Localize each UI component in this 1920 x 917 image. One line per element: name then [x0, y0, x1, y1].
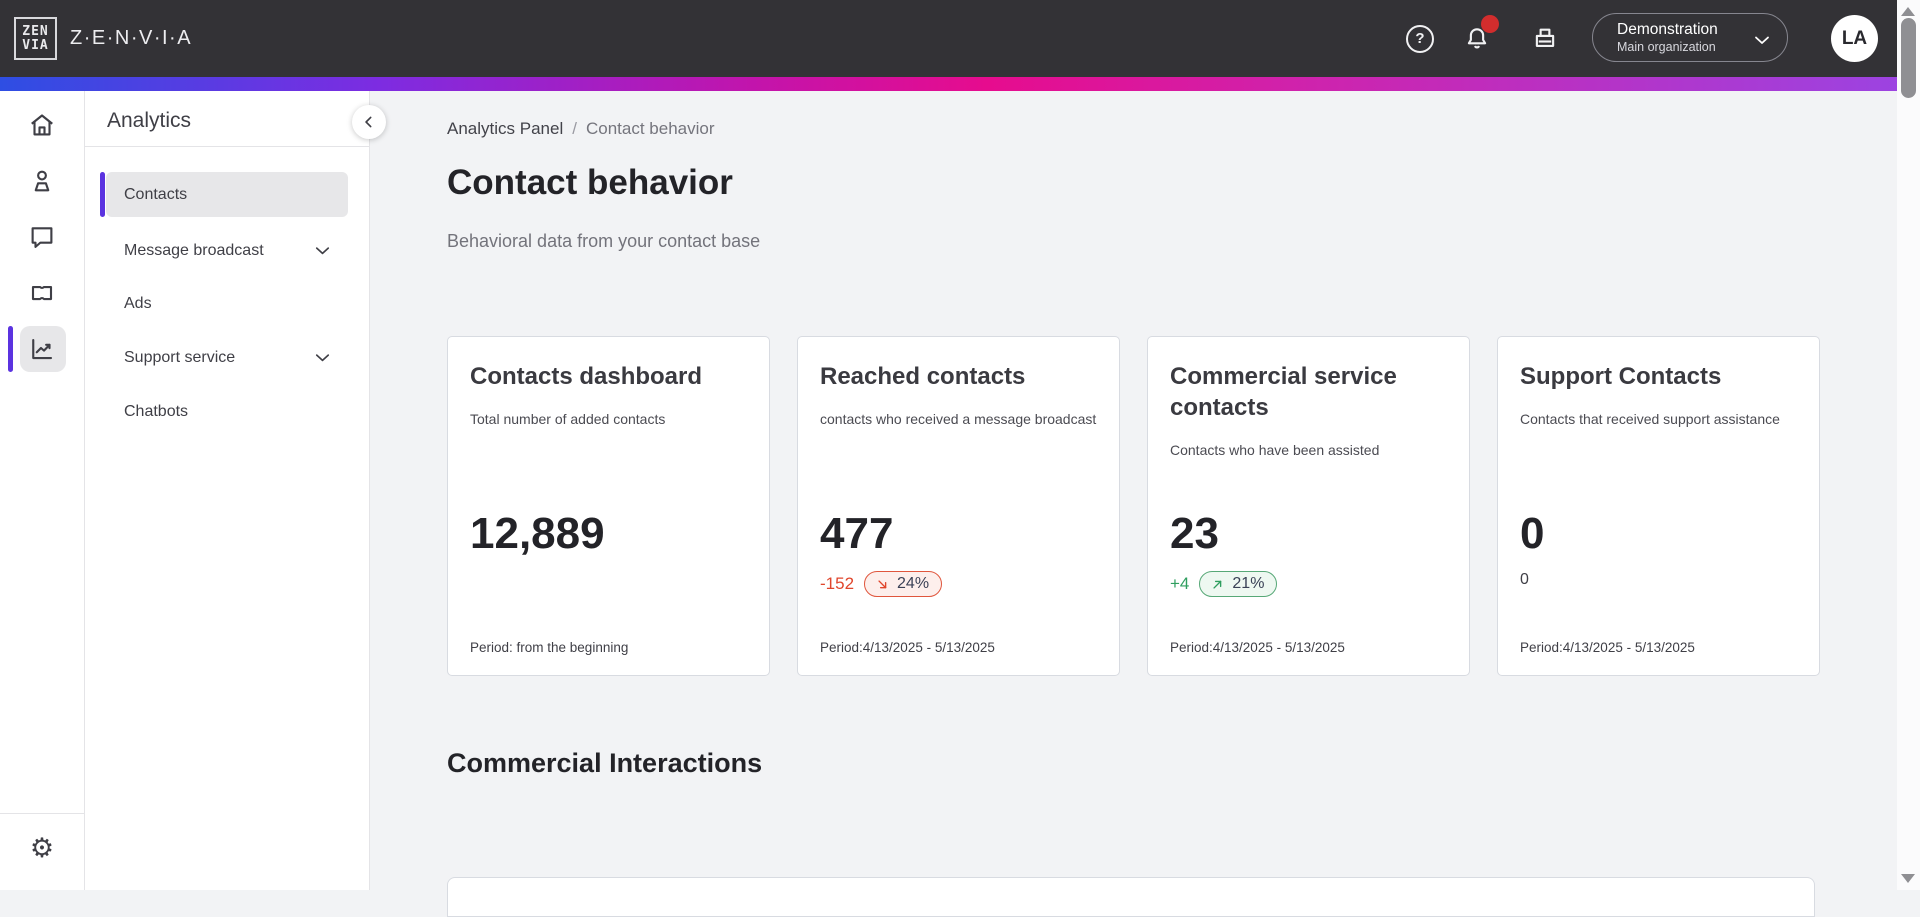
page-title: Contact behavior — [447, 163, 733, 202]
section-title-commercial-interactions: Commercial Interactions — [447, 748, 763, 778]
rail-active-indicator — [8, 326, 13, 372]
commercial-interactions-card — [447, 877, 1815, 917]
card-description: Contacts who have been assisted — [1170, 442, 1380, 458]
card-delta-row: +4 21% — [1170, 571, 1278, 597]
rail-item-conversations[interactable] — [0, 214, 84, 260]
card-value: 23 — [1170, 509, 1219, 558]
scrollbar-thumb[interactable] — [1901, 18, 1916, 98]
card-title: Commercial service contacts — [1170, 363, 1397, 421]
rail-item-settings[interactable]: ⚙ — [0, 825, 84, 871]
breadcrumb-current: Contact behavior — [585, 119, 715, 138]
scrollbar-down-arrow[interactable] — [1901, 874, 1915, 883]
sidebar-item-support-service[interactable]: Support service — [106, 335, 348, 380]
zenvia-logo-icon[interactable]: ZEN VIA — [14, 17, 57, 60]
person-icon — [34, 170, 50, 192]
rail-item-home[interactable] — [0, 102, 84, 148]
org-name: Demonstration — [1617, 21, 1718, 38]
card-value: 12,889 — [470, 509, 605, 558]
card-period: Period:4/13/2025 - 5/13/2025 — [820, 640, 995, 655]
notification-dot — [1481, 15, 1499, 33]
sidebar-active-indicator — [100, 172, 105, 217]
sidebar-item-label: Ads — [124, 294, 152, 312]
sidebar-divider — [85, 146, 369, 147]
card-title: Support Contacts — [1520, 363, 1722, 390]
breadcrumb-separator: / — [572, 119, 577, 138]
card-title: Reached contacts — [820, 363, 1026, 390]
card-description: Contacts that received support assistanc… — [1520, 411, 1780, 427]
card-contacts-dashboard: Contacts dashboard Total number of added… — [447, 336, 770, 676]
page-subtitle: Behavioral data from your contact base — [447, 231, 761, 251]
chevron-down-icon — [315, 354, 330, 362]
sidebar-item-contacts[interactable]: Contacts — [100, 172, 348, 217]
sidebar-item-label: Message broadcast — [124, 241, 264, 259]
line-chart-icon — [32, 338, 53, 360]
card-period: Period:4/13/2025 - 5/13/2025 — [1170, 640, 1345, 655]
trend-down-arrow-icon — [878, 579, 887, 588]
trend-up-arrow-icon — [1213, 580, 1222, 589]
bell-icon — [1467, 27, 1487, 48]
brand-wordmark: Z·E·N·V·I·A — [70, 27, 193, 49]
breadcrumb-analytics-panel[interactable]: Analytics Panel — [447, 119, 564, 138]
printer-icon — [1535, 28, 1555, 47]
notifications-button[interactable] — [1455, 0, 1499, 77]
user-avatar[interactable]: LA — [1831, 15, 1878, 62]
logo-text-bottom: VIA — [22, 37, 49, 53]
org-switcher[interactable]: Demonstration Main organization — [1592, 13, 1788, 62]
scrollbar-up-arrow[interactable] — [1901, 7, 1915, 16]
percent-badge: 24% — [864, 571, 943, 597]
card-period: Period: from the beginning — [470, 640, 629, 655]
badge-percent: 24% — [897, 575, 930, 592]
chevron-down-icon — [315, 247, 330, 255]
delta-value: +4 — [1170, 574, 1190, 593]
help-button[interactable]: ? — [1398, 0, 1442, 77]
card-period: Period:4/13/2025 - 5/13/2025 — [1520, 640, 1695, 655]
card-reached-contacts: Reached contacts contacts who received a… — [797, 336, 1120, 676]
ticket-icon — [31, 285, 53, 301]
brand-gradient-strip — [0, 77, 1897, 91]
card-support-contacts: Support Contacts Contacts that received … — [1497, 336, 1820, 676]
main-content: Analytics Panel / Contact behavior Conta… — [371, 91, 1897, 917]
sidebar-item-message-broadcast[interactable]: Message broadcast — [106, 228, 348, 273]
percent-badge: 21% — [1199, 571, 1278, 597]
breadcrumb: Analytics Panel / Contact behavior — [447, 119, 715, 139]
delta-value: 0 — [1520, 571, 1529, 588]
chat-bubble-icon — [31, 227, 53, 248]
sidebar-item-ads[interactable]: Ads — [106, 281, 348, 326]
chevron-left-icon — [365, 116, 372, 128]
badge-percent: 21% — [1232, 575, 1265, 592]
chevron-down-icon — [1755, 36, 1769, 44]
card-commercial-service-contacts: Commercial service contacts Contacts who… — [1147, 336, 1470, 676]
sidebar-item-label: Support service — [124, 348, 236, 366]
card-description: contacts who received a message broadcas… — [820, 411, 1097, 427]
page-scrollbar[interactable] — [1897, 0, 1920, 890]
rail-divider — [0, 813, 84, 814]
rail-item-analytics[interactable] — [0, 326, 84, 372]
kpi-cards-row: Contacts dashboard Total number of added… — [447, 336, 1820, 676]
card-title: Contacts dashboard — [470, 363, 703, 390]
home-icon — [31, 114, 53, 136]
analytics-sidebar: Analytics Contacts Message broadcast Ads… — [85, 91, 370, 890]
card-delta-row: -152 24% — [820, 571, 943, 597]
rail-item-tickets[interactable] — [0, 270, 84, 316]
print-button[interactable] — [1523, 0, 1567, 77]
card-delta-row: 0 — [1520, 571, 1529, 589]
help-icon: ? — [1406, 24, 1434, 53]
delta-value: -152 — [820, 574, 855, 593]
card-value: 0 — [1520, 509, 1545, 558]
settings-gear-icon: ⚙ — [29, 832, 55, 864]
icon-rail: ⚙ — [0, 91, 85, 890]
sidebar-title: Analytics — [107, 109, 192, 132]
card-value: 477 — [820, 509, 894, 558]
sidebar-item-label: Chatbots — [124, 402, 189, 420]
top-bar: ZEN VIA Z·E·N·V·I·A ? Demonstration Main… — [0, 0, 1897, 77]
sidebar-collapse-button[interactable] — [352, 105, 386, 139]
card-description: Total number of added contacts — [470, 411, 666, 427]
org-subtitle: Main organization — [1617, 40, 1716, 54]
sidebar-item-chatbots[interactable]: Chatbots — [106, 389, 348, 434]
rail-item-contacts[interactable] — [0, 158, 84, 204]
sidebar-item-label: Contacts — [124, 185, 188, 203]
logo-text-top: ZEN — [22, 23, 49, 39]
